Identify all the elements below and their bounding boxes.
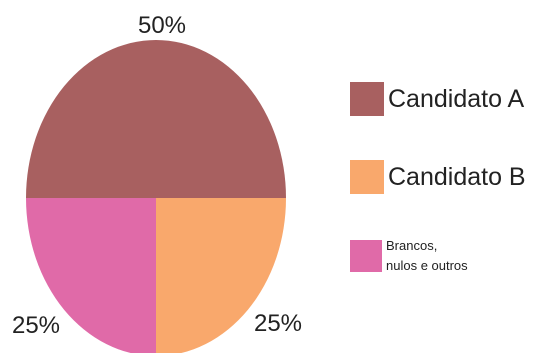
data-label-candidato-a: 50%	[138, 12, 186, 39]
data-label-brancos-nulos-outros: 25%	[254, 310, 302, 337]
legend-swatch-candidato-a	[350, 82, 384, 116]
data-label-candidato-b: 25%	[12, 312, 60, 339]
legend-item-brancos-nulos-outros: Brancos, nulos e outros	[350, 238, 496, 273]
legend-label-brancos-nulos-outros: Brancos, nulos e outros	[386, 238, 496, 273]
legend-label-line-2: nulos e outros	[386, 257, 468, 273]
legend-label-line-1: Brancos,	[386, 238, 438, 253]
legend-swatch-candidato-b	[350, 160, 384, 194]
legend: Candidato A Candidato B Brancos, nulos e…	[350, 0, 536, 353]
legend-item-candidato-a: Candidato A	[350, 82, 524, 116]
pie-slice-candidato-b	[156, 198, 286, 353]
legend-label-candidato-a: Candidato A	[388, 85, 525, 113]
pie-slice-brancos-nulos-outros	[26, 198, 156, 353]
legend-swatch-brancos-nulos-outros	[350, 239, 382, 272]
pie-chart: 50% 25% 25%	[12, 12, 302, 353]
pie-slice-candidato-a	[26, 40, 286, 198]
legend-label-candidato-b: Candidato B	[388, 163, 526, 191]
legend-item-candidato-b: Candidato B	[350, 160, 526, 194]
